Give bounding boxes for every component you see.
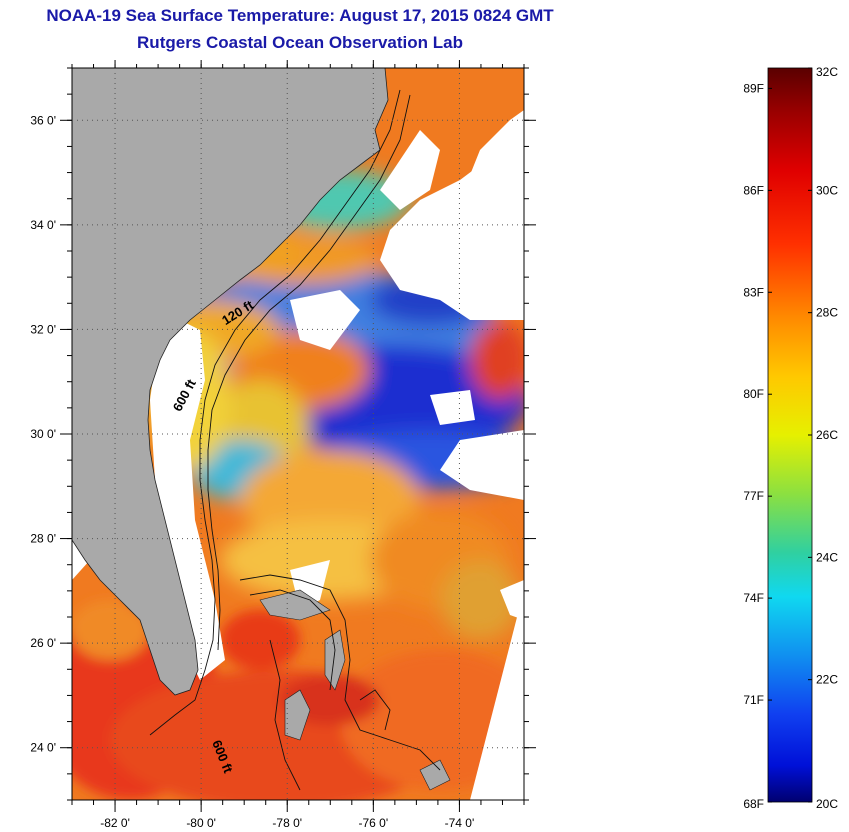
axis-ticks (60, 60, 536, 812)
celsius-label: 24C (816, 550, 838, 564)
lon-tick-label: -74 0' (445, 816, 475, 830)
southern-warm-field (72, 600, 524, 800)
lat-tick-label: 26 0' (30, 636, 56, 650)
lon-tick-label: -80 0' (186, 816, 216, 830)
celsius-label: 32C (816, 65, 838, 79)
fahrenheit-label: 68F (743, 797, 764, 811)
fahrenheit-label: 80F (743, 387, 764, 401)
fahrenheit-label: 83F (743, 285, 764, 299)
fahrenheit-label: 77F (743, 489, 764, 503)
landmass (72, 68, 451, 791)
graticule (72, 68, 524, 800)
map-subtitle: Rutgers Coastal Ocean Observation Lab (137, 33, 463, 52)
grand-bahama (259, 589, 331, 621)
axis-labels: -82 0' -80 0' -78 0' -76 0' -74 0' 36 0' 34 0'… (30, 113, 474, 830)
lat-tick-label: 24 0' (30, 741, 56, 755)
lat-tick-label: 32 0' (30, 322, 56, 336)
lon-tick-label: -82 0' (100, 816, 130, 830)
lat-tick-label: 34 0' (30, 218, 56, 232)
celsius-label: 22C (816, 673, 838, 687)
fahrenheit-label: 89F (743, 81, 764, 95)
gulf-coast (72, 68, 95, 540)
colorbar-labels: 32C 30C 28C 26C 24C 22C 20C 89F 86F 83F 80F 77F 74F 7… (743, 65, 838, 811)
no-data-regions (72, 110, 524, 800)
bathymetry-contours (149, 89, 441, 791)
coastal-no-data (150, 320, 225, 680)
us-southeast-coast (72, 68, 389, 696)
celsius-label: 30C (816, 183, 838, 197)
lon-tick-label: -78 0' (272, 816, 302, 830)
lat-tick-label: 36 0' (30, 113, 56, 127)
celsius-label: 26C (816, 428, 838, 442)
lon-tick-label: -76 0' (359, 816, 389, 830)
celsius-label: 20C (816, 797, 838, 811)
map-title: NOAA-19 Sea Surface Temperature: August … (46, 6, 554, 25)
andros-island (284, 689, 311, 741)
celsius-label: 28C (816, 306, 838, 320)
fahrenheit-label: 74F (743, 591, 764, 605)
lat-tick-label: 28 0' (30, 532, 56, 546)
colorbar-gradient (767, 67, 813, 803)
lat-tick-label: 30 0' (30, 427, 56, 441)
abaco-island (324, 629, 346, 691)
fahrenheit-label: 86F (743, 183, 764, 197)
fahrenheit-label: 71F (743, 693, 764, 707)
